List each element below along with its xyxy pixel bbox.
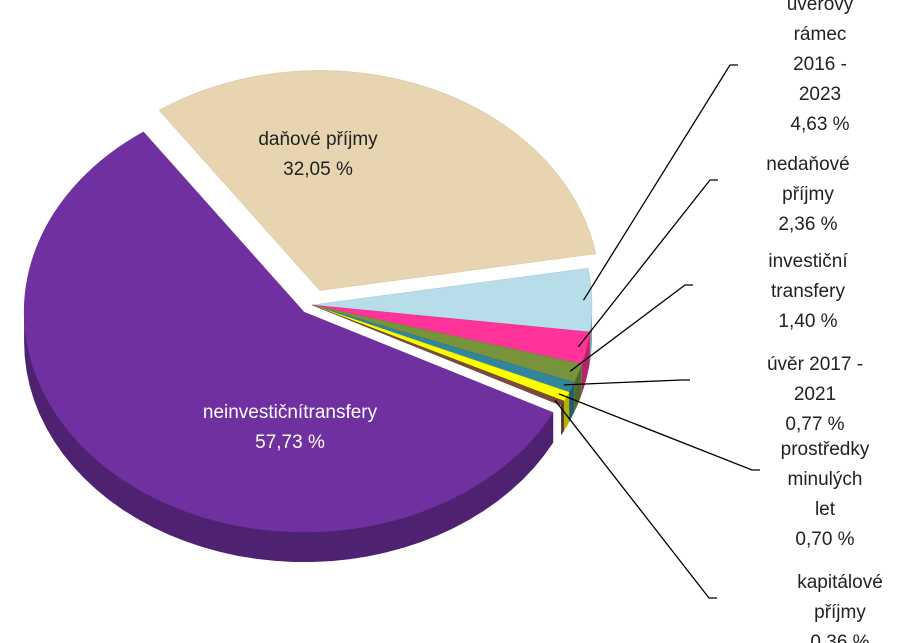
- category-label: kapitálové příjmy: [797, 572, 883, 623]
- slice: [158, 70, 597, 291]
- value-label: 0,36 %: [810, 632, 870, 643]
- category-label: úvěr 2017 - 2021: [766, 354, 864, 405]
- value-label: 0,77 %: [785, 414, 845, 435]
- value-label: 2,36 %: [778, 214, 838, 235]
- value-label: 57,73 %: [255, 432, 325, 453]
- data-label: daňové příjmy 32,05 %: [258, 125, 377, 185]
- category-label: investiční transfery: [768, 251, 848, 302]
- leader-line: [563, 379, 690, 386]
- category-label: neinvestičnítransfery: [202, 402, 378, 423]
- slice: [311, 267, 593, 333]
- data-label: neinvestičnítransfery 57,73 %: [203, 398, 377, 458]
- slice-side: [563, 392, 570, 432]
- leader-line: [554, 399, 717, 599]
- leader-line: [577, 179, 718, 348]
- value-label: 1,40 %: [778, 311, 838, 332]
- value-label: 4,63 %: [790, 114, 850, 135]
- slice-side: [581, 331, 590, 394]
- category-label: úvěrový rámec 2016 - 2023: [786, 0, 854, 105]
- leader-line: [582, 64, 738, 301]
- data-label: nedaňové příjmy 2,36 %: [752, 150, 865, 240]
- data-label: investiční transfery 1,40 %: [752, 247, 865, 337]
- value-label: 0,70 %: [795, 529, 855, 550]
- slice: [311, 304, 565, 406]
- slice-side: [24, 312, 554, 563]
- leader-line: [569, 284, 693, 372]
- slice-side: [569, 382, 575, 423]
- data-label: prostředky minulých let 0,70 %: [777, 435, 873, 555]
- slice-side: [561, 401, 564, 436]
- leader-line: [558, 393, 760, 471]
- slice: [23, 131, 554, 533]
- data-label: úvěr 2017 - 2021 0,77 %: [762, 350, 868, 440]
- value-label: 32,05 %: [283, 159, 353, 180]
- data-label: kapitálové příjmy 0,36 %: [797, 568, 883, 643]
- category-label: nedaňové příjmy: [766, 154, 850, 205]
- category-label: prostředky minulých let: [780, 439, 870, 520]
- data-label: úvěrový rámec 2016 - 2023 4,63 %: [770, 0, 871, 140]
- category-label: daňové příjmy: [258, 129, 378, 150]
